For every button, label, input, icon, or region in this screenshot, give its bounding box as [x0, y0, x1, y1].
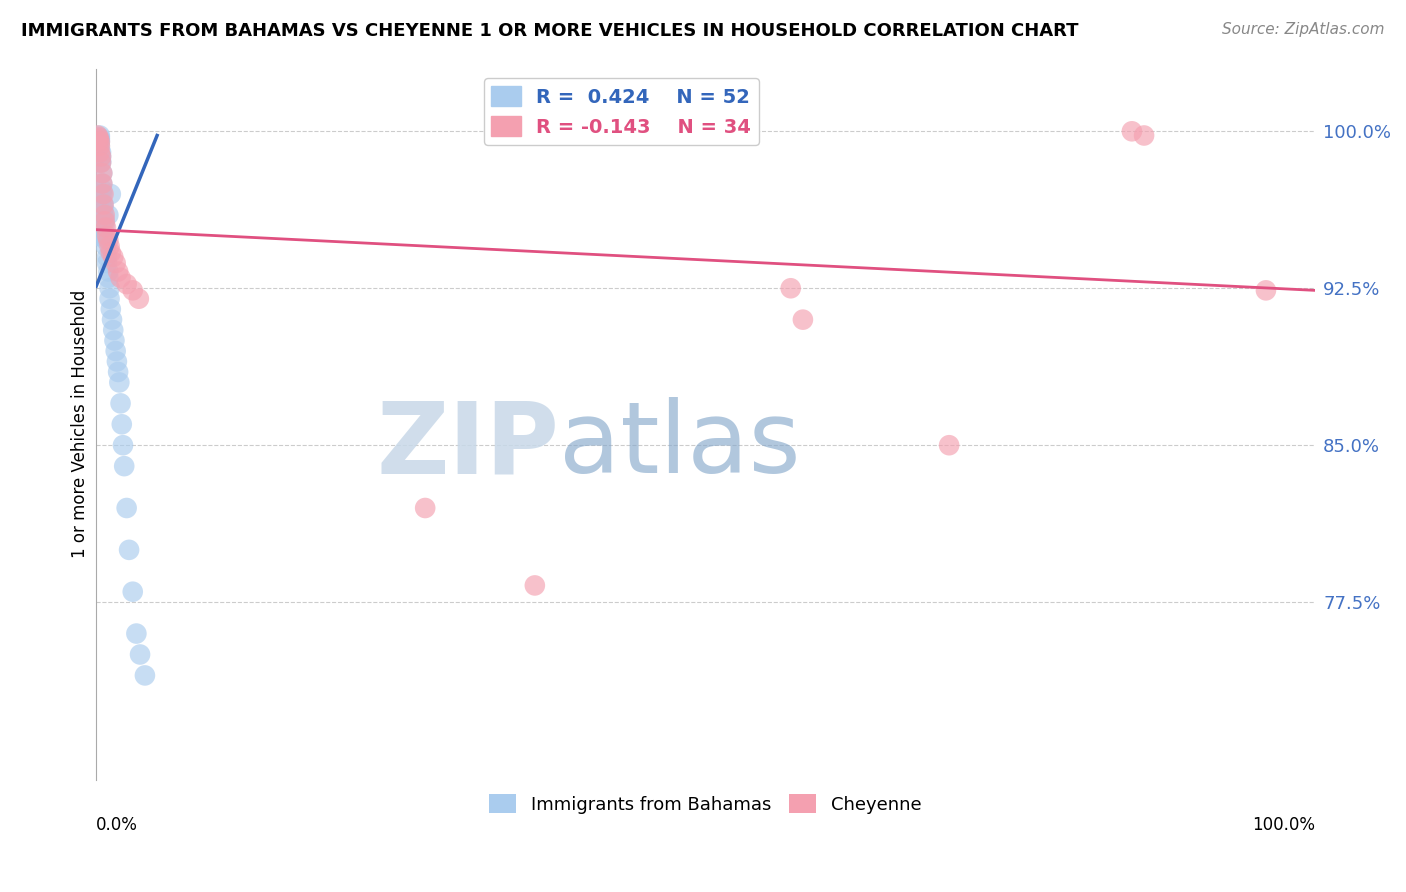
Text: IMMIGRANTS FROM BAHAMAS VS CHEYENNE 1 OR MORE VEHICLES IN HOUSEHOLD CORRELATION : IMMIGRANTS FROM BAHAMAS VS CHEYENNE 1 OR…: [21, 22, 1078, 40]
Point: [93, 197, 115, 211]
Point: [93, 208, 115, 222]
Point: [90, 149, 112, 163]
Point: [94, 239, 117, 253]
Point: [523, 578, 546, 592]
Point: [87, 229, 110, 244]
Point: [91, 166, 114, 180]
Point: [103, 250, 125, 264]
Point: [90, 145, 112, 160]
Point: [110, 396, 132, 410]
Point: [128, 292, 150, 306]
Point: [90, 155, 112, 169]
Text: Source: ZipAtlas.com: Source: ZipAtlas.com: [1222, 22, 1385, 37]
Point: [112, 459, 135, 474]
Point: [125, 626, 148, 640]
Point: [91, 187, 114, 202]
Point: [413, 501, 436, 516]
Point: [89, 139, 111, 153]
Point: [94, 233, 117, 247]
Point: [97, 233, 120, 247]
Y-axis label: 1 or more Vehicles in Household: 1 or more Vehicles in Household: [72, 290, 89, 558]
Point: [86, 208, 108, 222]
Point: [89, 135, 111, 149]
Point: [98, 281, 121, 295]
Point: [100, 245, 122, 260]
Point: [101, 312, 124, 326]
Point: [91, 183, 114, 197]
Point: [97, 264, 120, 278]
Point: [103, 323, 125, 337]
Point: [121, 584, 143, 599]
Point: [115, 501, 138, 516]
Point: [90, 149, 112, 163]
Legend: Immigrants from Bahamas, Cheyenne: Immigrants from Bahamas, Cheyenne: [482, 787, 929, 821]
Point: [111, 438, 134, 452]
Point: [98, 292, 121, 306]
Point: [86, 219, 108, 233]
Point: [118, 542, 141, 557]
Point: [96, 250, 118, 264]
Point: [89, 139, 111, 153]
Point: [90, 155, 112, 169]
Point: [107, 264, 129, 278]
Point: [134, 668, 156, 682]
Point: [97, 208, 120, 222]
Point: [792, 312, 814, 326]
Point: [779, 281, 801, 295]
Point: [91, 177, 114, 191]
Point: [96, 256, 118, 270]
Point: [129, 648, 152, 662]
Point: [94, 220, 117, 235]
Text: atlas: atlas: [560, 397, 801, 494]
Point: [100, 187, 122, 202]
Point: [93, 229, 115, 244]
Point: [98, 239, 121, 253]
Point: [107, 365, 129, 379]
Point: [89, 128, 111, 143]
Point: [1133, 128, 1156, 143]
Text: 100.0%: 100.0%: [1251, 815, 1315, 834]
Point: [111, 417, 134, 432]
Point: [93, 187, 115, 202]
Point: [110, 270, 132, 285]
Point: [89, 130, 111, 145]
Point: [89, 133, 111, 147]
Point: [104, 344, 127, 359]
Point: [91, 177, 114, 191]
Point: [87, 130, 110, 145]
Point: [108, 376, 131, 390]
Point: [87, 133, 110, 147]
Point: [91, 166, 114, 180]
Point: [100, 302, 122, 317]
Point: [93, 202, 115, 216]
Point: [93, 197, 115, 211]
Point: [115, 277, 138, 291]
Point: [104, 256, 127, 270]
Point: [121, 284, 143, 298]
Point: [105, 354, 128, 368]
Point: [938, 438, 960, 452]
Point: [103, 334, 125, 348]
Text: ZIP: ZIP: [377, 397, 560, 494]
Point: [86, 128, 108, 143]
Point: [87, 197, 110, 211]
Point: [1121, 124, 1143, 138]
Point: [97, 270, 120, 285]
Point: [90, 153, 112, 168]
Point: [89, 145, 111, 160]
Point: [93, 214, 115, 228]
Text: 0.0%: 0.0%: [96, 815, 138, 834]
Point: [89, 135, 111, 149]
Point: [96, 229, 118, 244]
Point: [87, 187, 110, 202]
Point: [93, 219, 115, 233]
Point: [1254, 284, 1277, 298]
Point: [93, 212, 115, 227]
Point: [93, 208, 115, 222]
